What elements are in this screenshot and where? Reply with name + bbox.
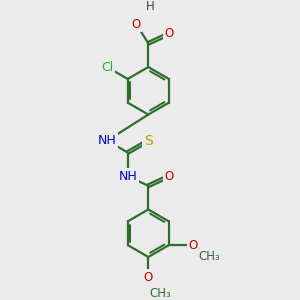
Text: O: O	[132, 18, 141, 31]
Text: CH₃: CH₃	[149, 287, 171, 300]
Text: O: O	[188, 238, 197, 252]
Text: H: H	[146, 0, 155, 13]
Text: Cl: Cl	[101, 61, 113, 74]
Text: CH₃: CH₃	[198, 250, 220, 263]
Text: O: O	[164, 27, 173, 40]
Text: S: S	[144, 134, 153, 148]
Text: NH: NH	[118, 170, 137, 183]
Text: O: O	[144, 271, 153, 284]
Text: NH: NH	[98, 134, 117, 147]
Text: O: O	[164, 170, 173, 183]
